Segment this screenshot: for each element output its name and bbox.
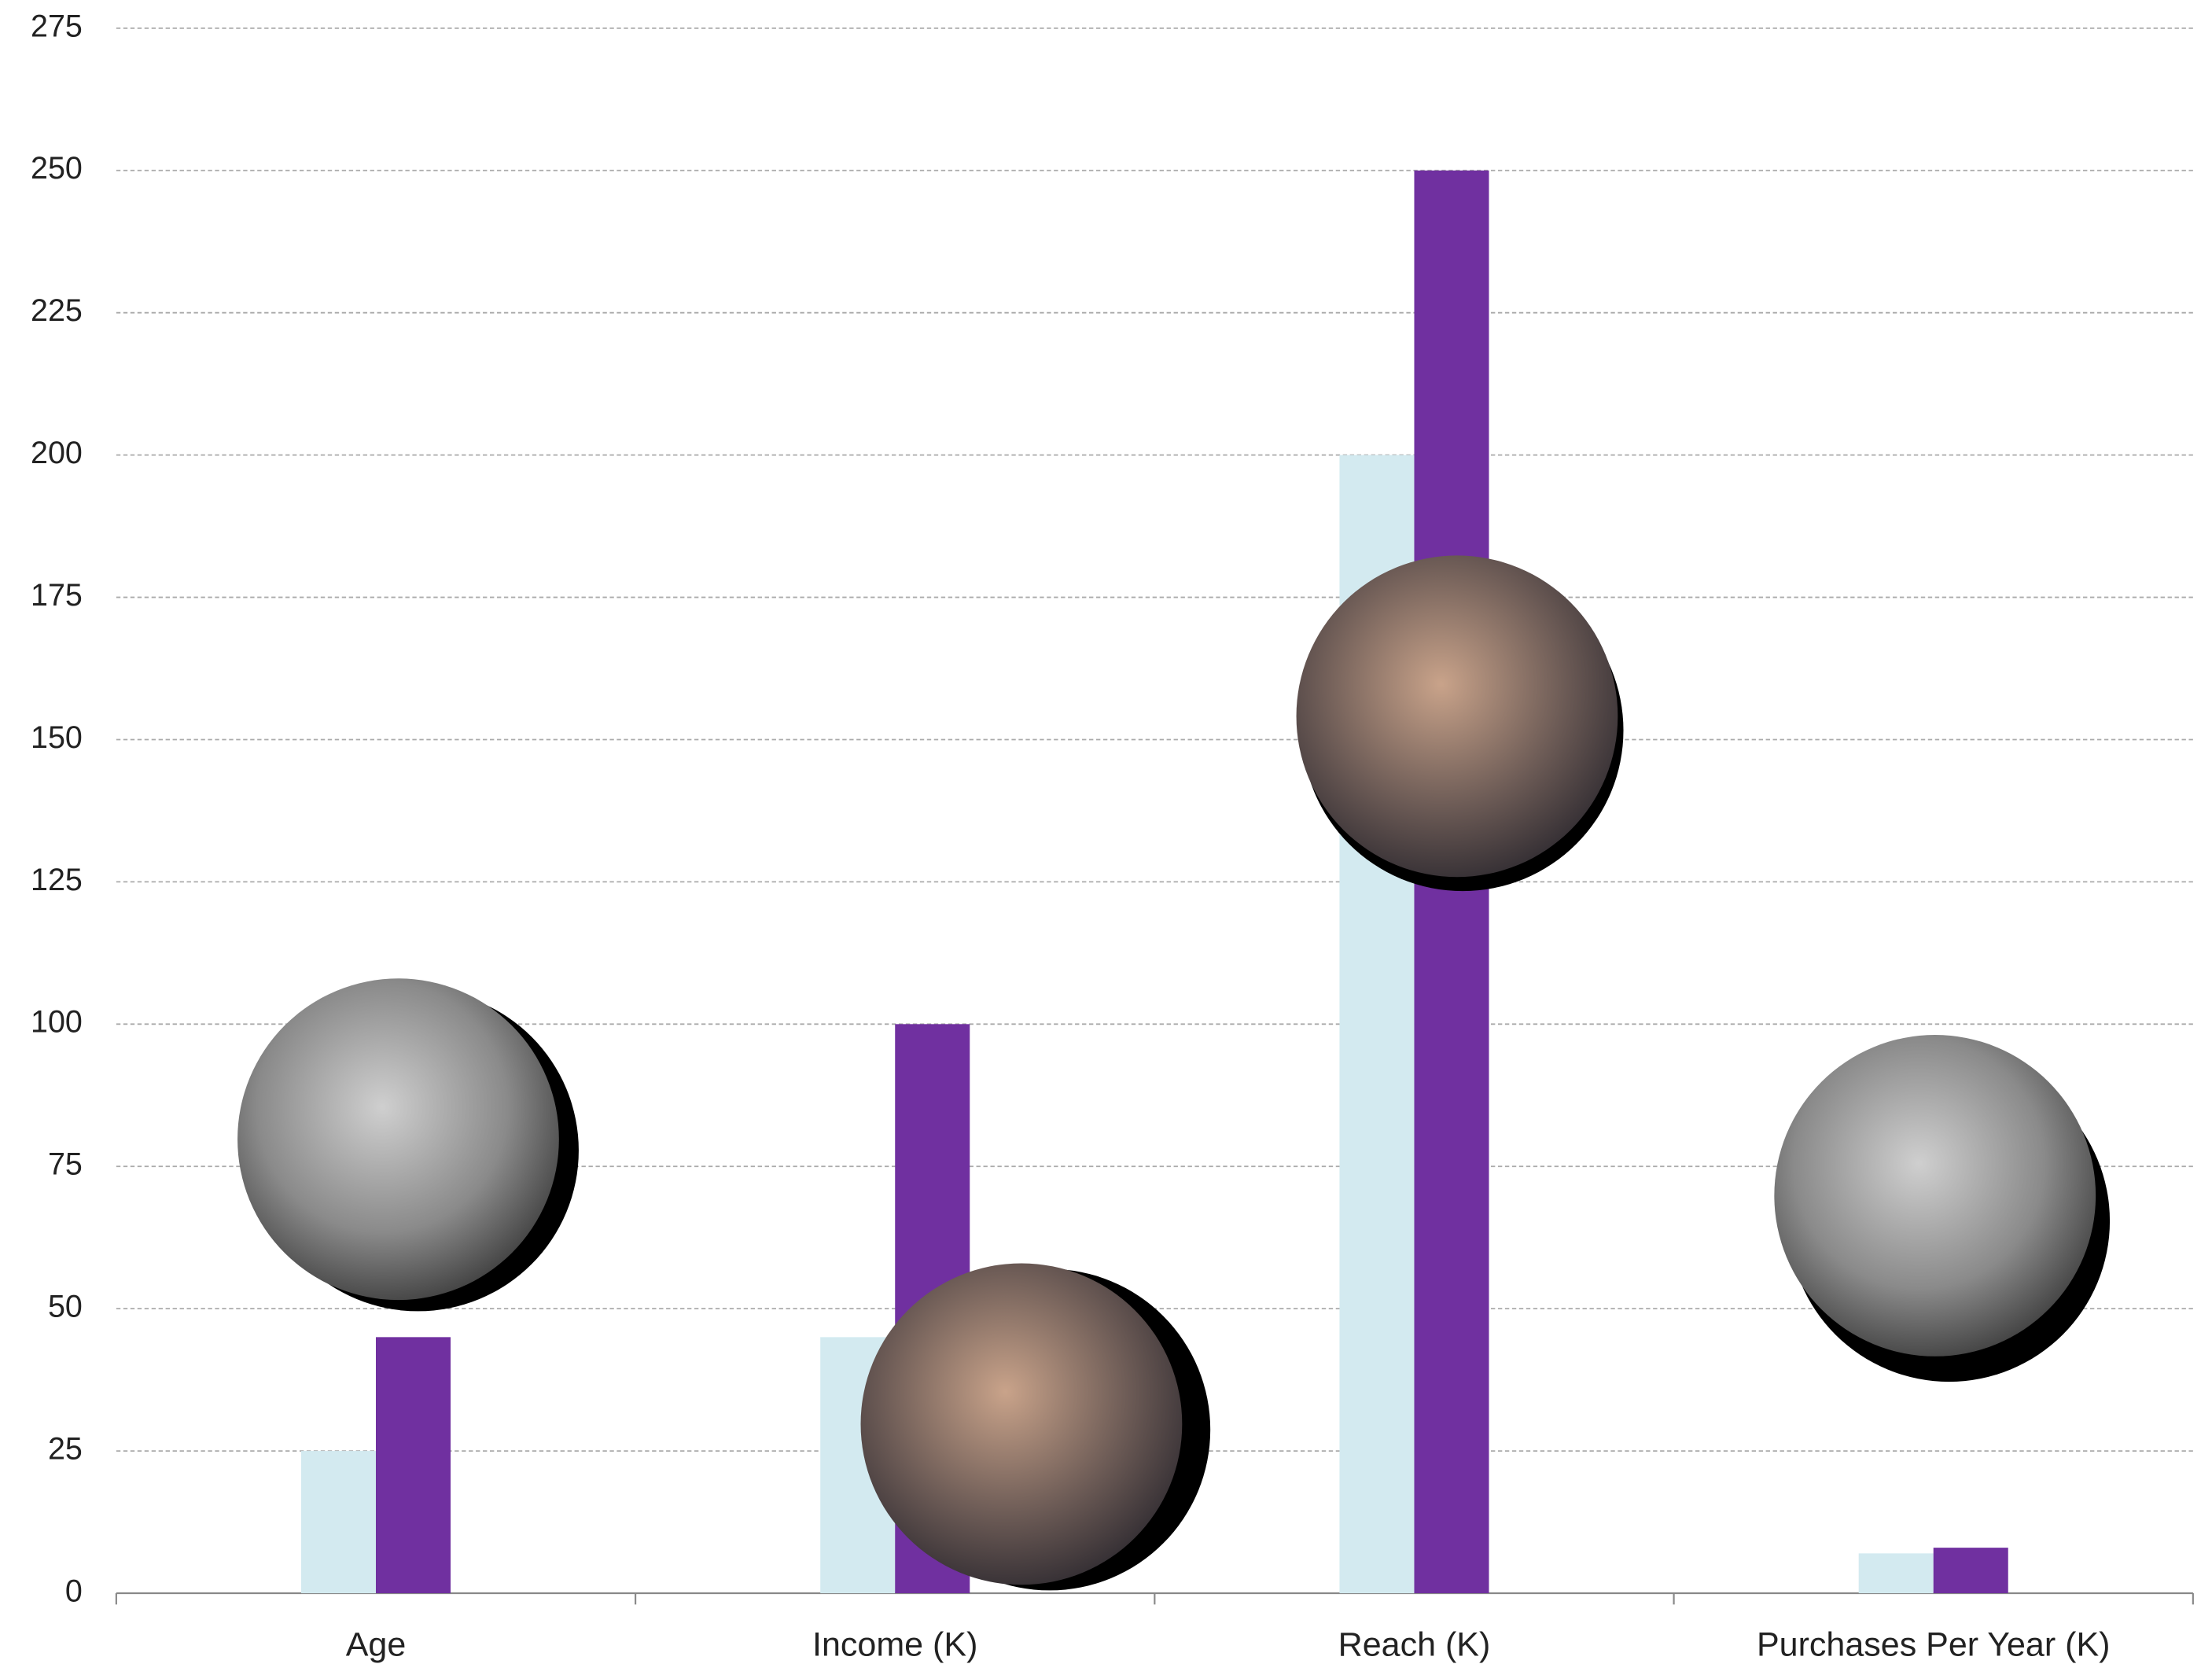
photo <box>860 1263 1183 1585</box>
photos <box>237 555 2111 1591</box>
bar <box>375 1337 451 1594</box>
photo <box>1774 1035 2096 1357</box>
x-tick-label: Income (K) <box>812 1626 977 1664</box>
x-tick-label: Age <box>346 1626 407 1664</box>
y-tick-label: 175 <box>31 578 83 613</box>
bar <box>1933 1548 2008 1594</box>
bar <box>1858 1553 1934 1594</box>
photo <box>1296 555 1618 878</box>
x-tick-label: Reach (K) <box>1338 1626 1491 1664</box>
y-tick-label: 200 <box>31 436 83 470</box>
y-tick-label: 275 <box>31 9 83 43</box>
y-tick-label: 50 <box>48 1290 83 1324</box>
x-tick-label: Purchases Per Year (K) <box>1757 1626 2111 1664</box>
y-tick-label: 125 <box>31 863 83 897</box>
photo <box>237 978 559 1301</box>
y-tick-label: 100 <box>31 1005 83 1040</box>
y-tick-label: 0 <box>65 1574 83 1608</box>
bar <box>300 1451 376 1594</box>
y-tick-label: 250 <box>31 151 83 186</box>
y-tick-label: 75 <box>48 1147 83 1182</box>
y-tick-label: 25 <box>48 1432 83 1467</box>
y-tick-label: 225 <box>31 293 83 328</box>
y-tick-label: 150 <box>31 720 83 755</box>
